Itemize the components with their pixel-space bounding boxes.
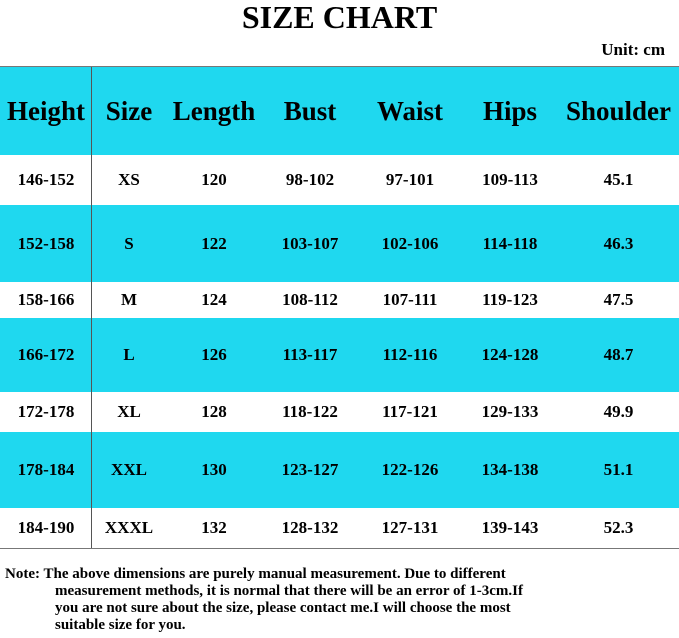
- title: SIZE CHART: [241, 0, 438, 35]
- table-cell: 52.3: [603, 518, 634, 537]
- table-row: 178-184 XXL 130 123-127 122-126 134-138 51.1: [0, 432, 679, 508]
- table-cell: 45.1: [603, 170, 634, 189]
- table-cell: XXL: [111, 460, 147, 479]
- table-cell: 117-121: [382, 402, 438, 421]
- table-cell: 130: [201, 460, 227, 479]
- table-cell: 119-123: [482, 290, 538, 309]
- table-row: 158-166 M 124 108-112 107-111 119-123 47.5: [0, 282, 679, 318]
- table-cell: 129-133: [481, 402, 539, 421]
- table-cell: XL: [117, 402, 141, 421]
- table-cell: 122: [201, 233, 227, 253]
- note-text: The above dimensions are purely manual m…: [43, 566, 506, 582]
- table-row: 146-152 XS 120 98-102 97-101 109-113 45.1: [0, 155, 679, 205]
- table-cell: 48.7: [603, 345, 634, 364]
- column-header: Length: [172, 95, 256, 126]
- table-cell: XS: [118, 170, 140, 189]
- table-cell: 123-127: [281, 460, 339, 479]
- note-line: Note: The above dimensions are purely ma…: [5, 566, 523, 583]
- table-cell: 118-122: [282, 402, 338, 421]
- table-row: 166-172 L 126 113-117 112-116 124-128 48.7: [0, 318, 679, 392]
- table-row: 184-190 XXXL 132 128-132 127-131 139-143 52.3: [0, 508, 679, 548]
- note-line: measurement methods, it is normal that t…: [5, 583, 523, 600]
- table-cell: L: [123, 345, 135, 364]
- column-header: Shoulder: [565, 95, 672, 126]
- table-cell: S: [124, 233, 134, 253]
- table-row: 172-178 XL 128 118-122 117-121 129-133 49.9: [0, 392, 679, 432]
- table-cell: 120: [201, 170, 227, 189]
- note-text: suitable size for you.: [55, 617, 186, 633]
- note-text: you are not sure about the size, please …: [55, 600, 511, 616]
- table-cell: 128: [201, 402, 227, 421]
- table-cell: 102-106: [381, 233, 439, 253]
- table-cell: 146-152: [17, 170, 75, 189]
- table-cell: 107-111: [382, 290, 438, 309]
- table-cell: 122-126: [381, 460, 439, 479]
- table-cell: 126: [201, 345, 227, 364]
- table-cell: 49.9: [603, 402, 634, 421]
- table-cell: 134-138: [481, 460, 539, 479]
- table-cell: 47.5: [603, 290, 634, 309]
- table-cell: 109-113: [482, 170, 538, 189]
- table-cell: 103-107: [281, 233, 339, 253]
- table-border: [0, 548, 679, 549]
- column-header: Hips: [482, 95, 538, 126]
- table-cell: XXXL: [104, 518, 154, 537]
- table-cell: 124-128: [481, 345, 539, 364]
- table-cell: 112-116: [382, 345, 438, 364]
- table-cell: 113-117: [282, 345, 338, 364]
- table-cell: 158-166: [17, 290, 75, 309]
- column-header: Bust: [283, 95, 337, 126]
- note-label: Note:: [5, 566, 40, 582]
- table-cell: 124: [201, 290, 227, 309]
- table-cell: 46.3: [603, 233, 634, 253]
- header-row: Height Size Length Bust Waist Hips Shoulder: [0, 67, 679, 155]
- column-divider: [91, 67, 92, 548]
- table-cell: 128-132: [281, 518, 339, 537]
- note: Note: The above dimensions are purely ma…: [5, 566, 523, 634]
- column-header: Waist: [376, 95, 443, 126]
- note-line: suitable size for you.: [5, 617, 523, 634]
- table-cell: 108-112: [282, 290, 338, 309]
- table-border: [0, 66, 679, 67]
- table-cell: 166-172: [17, 345, 75, 364]
- table-cell: 132: [201, 518, 227, 537]
- table-cell: 51.1: [603, 460, 634, 479]
- unit: Unit: cm: [601, 40, 665, 59]
- table-row: 152-158 S 122 103-107 102-106 114-118 46.3: [0, 205, 679, 282]
- table-cell: 97-101: [385, 170, 435, 189]
- table-cell: 152-158: [17, 233, 75, 253]
- column-header: Size: [105, 95, 153, 126]
- table-cell: 172-178: [17, 402, 75, 421]
- table-cell: M: [120, 290, 138, 309]
- table-cell: 114-118: [482, 233, 538, 253]
- table-cell: 139-143: [481, 518, 539, 537]
- note-line: you are not sure about the size, please …: [5, 600, 523, 617]
- column-header: Height: [7, 95, 85, 126]
- table-cell: 184-190: [17, 518, 75, 537]
- table-cell: 178-184: [17, 460, 75, 479]
- table-cell: 98-102: [285, 170, 335, 189]
- table-cell: 127-131: [381, 518, 439, 537]
- note-text: measurement methods, it is normal that t…: [55, 583, 523, 599]
